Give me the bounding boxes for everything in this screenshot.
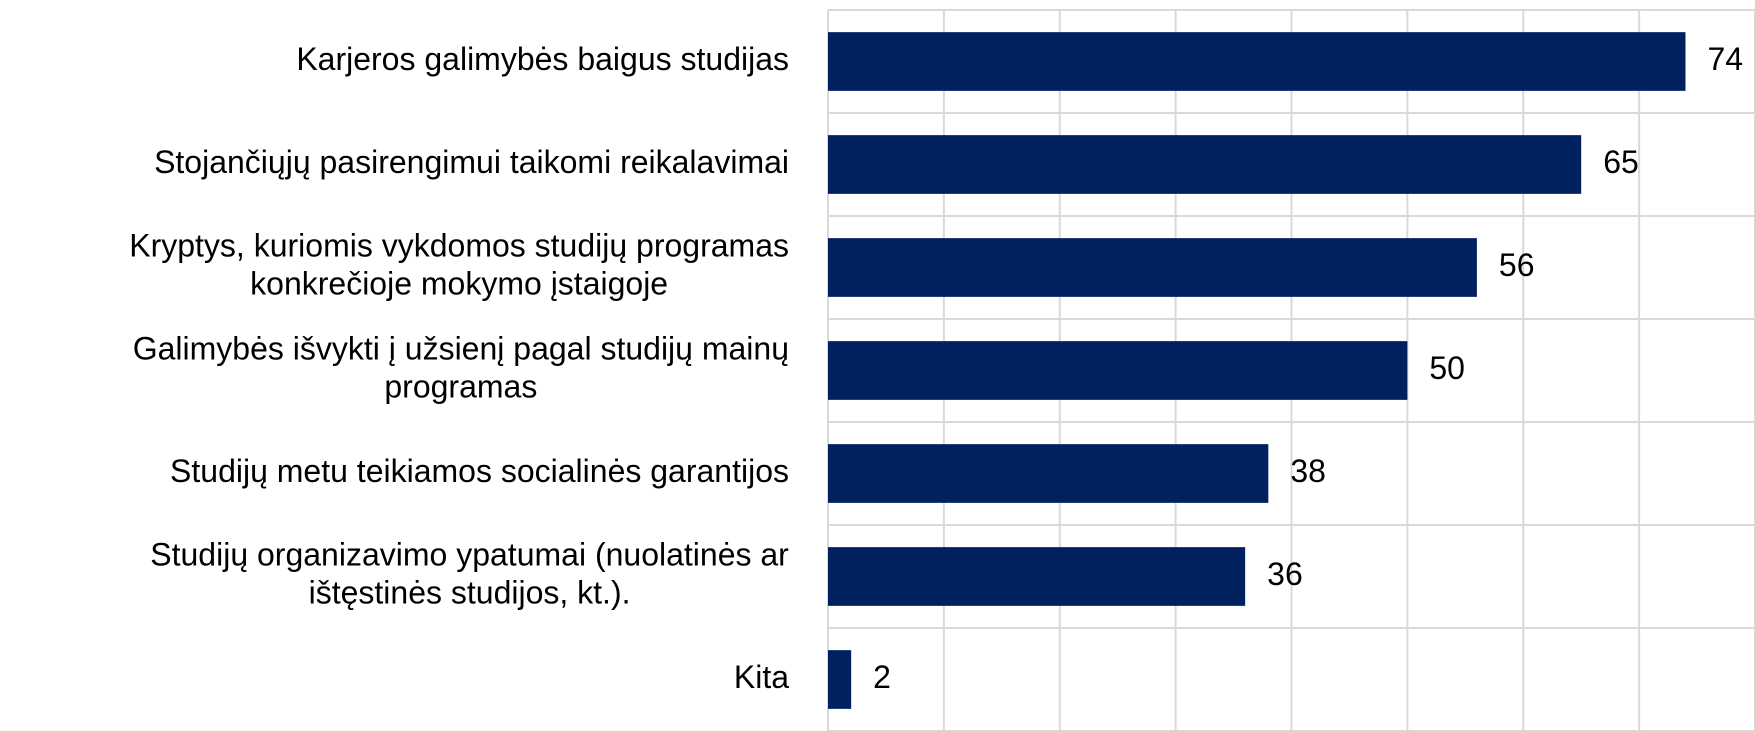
value-label: 36 — [1267, 556, 1303, 592]
value-label: 2 — [873, 659, 891, 695]
value-label: 56 — [1499, 247, 1535, 283]
label-line: programas — [384, 369, 537, 405]
bar — [828, 32, 1686, 91]
value-label: 74 — [1707, 41, 1743, 77]
y-tick-label: Stojančiųjų pasirengimui taikomi reikala… — [154, 144, 789, 180]
label-line: Kryptys, kuriomis vykdomos studijų progr… — [129, 228, 789, 264]
y-tick-label: Karjeros galimybės baigus studijas — [296, 41, 789, 77]
bar — [828, 650, 852, 709]
bar — [828, 341, 1408, 400]
y-tick-label: Kryptys, kuriomis vykdomos studijų progr… — [129, 228, 789, 302]
bar — [828, 444, 1269, 503]
value-label: 38 — [1290, 453, 1326, 489]
label-line: Galimybės išvykti į užsienį pagal studij… — [133, 331, 789, 367]
label-line: Studijų organizavimo ypatumai (nuolatinė… — [150, 537, 789, 573]
y-tick-label: Kita — [734, 659, 789, 695]
value-label: 50 — [1429, 350, 1465, 386]
y-tick-label: Galimybės išvykti į užsienį pagal studij… — [133, 331, 789, 405]
label-line: ištęstinės studijos, kt.). — [309, 575, 631, 611]
value-label: 65 — [1603, 144, 1639, 180]
y-tick-label: Studijų metu teikiamos socialinės garant… — [170, 453, 789, 489]
bar — [828, 135, 1582, 194]
bar — [828, 238, 1477, 297]
bar — [828, 547, 1246, 606]
y-tick-label: Studijų organizavimo ypatumai (nuolatinė… — [150, 537, 789, 611]
label-line: konkrečioje mokymo įstaigoje — [250, 266, 668, 302]
